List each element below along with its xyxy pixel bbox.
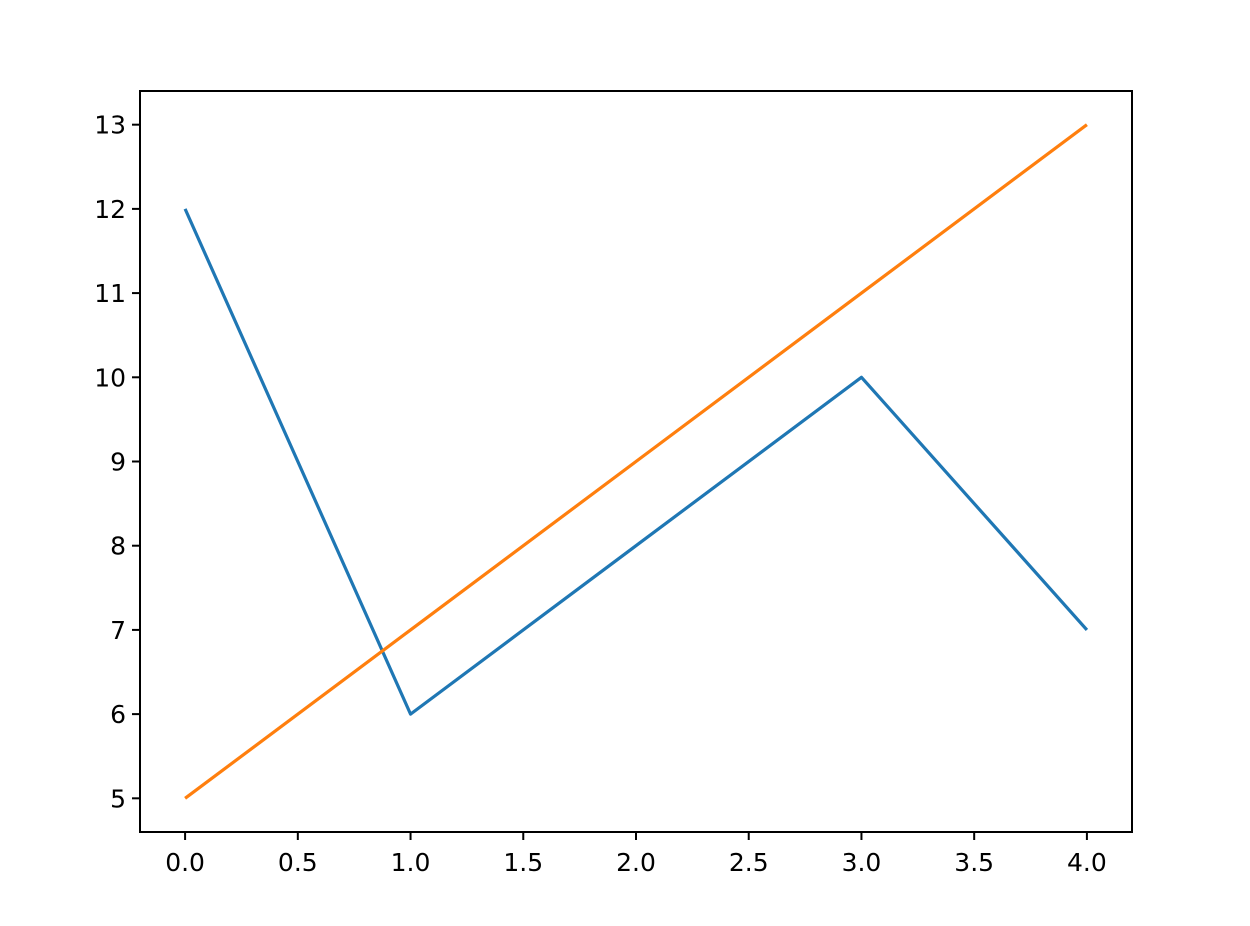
x-axis-tick-label: 1.0 bbox=[391, 848, 431, 877]
y-axis-tick-label: 5 bbox=[110, 784, 126, 813]
y-axis-tick-label: 12 bbox=[94, 195, 126, 224]
x-axis-tick-label: 1.5 bbox=[503, 848, 543, 877]
y-axis-tick-label: 8 bbox=[110, 532, 126, 561]
x-axis-tick-label: 4.0 bbox=[1067, 848, 1107, 877]
x-axis-tick-label: 0.5 bbox=[278, 848, 318, 877]
axes-frame bbox=[139, 90, 1133, 833]
y-axis-tick-label: 7 bbox=[110, 616, 126, 645]
y-axis-tick-label: 10 bbox=[94, 363, 126, 392]
series-orange-line bbox=[184, 123, 1088, 800]
x-axis-tick-label: 3.5 bbox=[954, 848, 994, 877]
x-axis-tick-label: 0.0 bbox=[165, 848, 205, 877]
x-axis-tick-label: 3.0 bbox=[842, 848, 882, 877]
y-axis-tick-label: 13 bbox=[94, 111, 126, 140]
series-blue-line bbox=[183, 208, 1089, 716]
x-axis-tick-label: 2.0 bbox=[616, 848, 656, 877]
y-axis-tick-label: 6 bbox=[110, 700, 126, 729]
y-axis-tick-label: 11 bbox=[94, 279, 126, 308]
x-axis-tick-label: 2.5 bbox=[729, 848, 769, 877]
y-axis-tick-label: 9 bbox=[110, 448, 126, 477]
